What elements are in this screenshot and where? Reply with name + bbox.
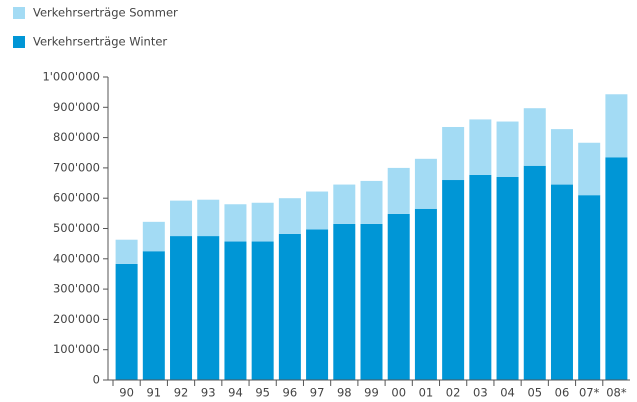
bar-segment <box>496 176 519 380</box>
bar-segment <box>414 158 437 209</box>
bar-segment <box>496 121 519 177</box>
legend-label: Verkehrserträge Sommer <box>33 6 178 20</box>
bar-segment <box>224 241 247 380</box>
x-tick-label: 94 <box>228 386 243 400</box>
bar-segment <box>550 184 573 380</box>
y-tick-label: 400'000 <box>53 251 100 265</box>
y-tick-label: 800'000 <box>53 130 100 144</box>
bar-segment <box>197 199 220 237</box>
x-tick-label: 98 <box>337 386 352 400</box>
bar-segment <box>523 165 546 380</box>
bar-segment <box>605 94 628 158</box>
bar-segment <box>414 208 437 380</box>
bar-segment <box>442 180 465 380</box>
bar-segment <box>469 119 492 175</box>
x-tick-label: 91 <box>146 386 161 400</box>
bar-segment <box>605 157 628 380</box>
x-tick-label: 99 <box>364 386 379 400</box>
bar-segment <box>387 167 410 214</box>
bar-segment <box>197 236 220 380</box>
bar-segment <box>142 221 165 252</box>
y-tick-label: 700'000 <box>53 160 100 174</box>
x-tick-label: 07* <box>579 386 600 400</box>
bar-segment <box>170 200 193 237</box>
x-tick-label: 93 <box>201 386 216 400</box>
bar-segment <box>578 142 601 196</box>
x-tick-label: 08* <box>606 386 627 400</box>
y-tick-label: 600'000 <box>53 191 100 205</box>
x-tick-label: 05 <box>527 386 542 400</box>
y-tick-label: 500'000 <box>53 221 100 235</box>
x-tick-label: 01 <box>419 386 434 400</box>
bar-segment <box>550 129 573 185</box>
bar-segment <box>306 229 329 380</box>
bar-segment <box>578 195 601 380</box>
legend-label: Verkehrserträge Winter <box>33 35 167 49</box>
y-tick-label: 900'000 <box>53 100 100 114</box>
legend-swatch <box>13 7 25 19</box>
bar-segment <box>251 241 274 380</box>
bar-segment <box>115 239 138 264</box>
legend-swatch <box>13 36 25 48</box>
bar-segment <box>278 233 301 380</box>
bar-segment <box>278 198 301 234</box>
y-tick-label: 300'000 <box>53 282 100 296</box>
x-tick-label: 00 <box>391 386 406 400</box>
x-tick-label: 96 <box>283 386 298 400</box>
y-tick-label: 0 <box>93 373 100 387</box>
bar-segment <box>442 126 465 181</box>
x-tick-label: 90 <box>119 386 134 400</box>
y-tick-label: 1'000'000 <box>42 70 100 84</box>
x-tick-label: 03 <box>473 386 488 400</box>
bar-segment <box>360 180 383 224</box>
x-tick-label: 02 <box>446 386 461 400</box>
bar-segment <box>170 236 193 380</box>
bar-segment <box>523 108 546 166</box>
bar-segment <box>306 191 329 230</box>
bar-segment <box>333 223 356 380</box>
bar-segment <box>224 204 247 242</box>
y-tick-label: 200'000 <box>53 312 100 326</box>
bar-segment <box>142 251 165 380</box>
x-tick-label: 92 <box>174 386 189 400</box>
x-tick-label: 06 <box>555 386 570 400</box>
x-tick-label: 97 <box>310 386 325 400</box>
bar-segment <box>115 263 138 380</box>
bar-segment <box>387 213 410 380</box>
y-tick-label: 100'000 <box>53 342 100 356</box>
x-tick-label: 04 <box>500 386 515 400</box>
bar-segment <box>333 184 356 224</box>
bar-segment <box>251 202 274 242</box>
x-tick-label: 95 <box>255 386 270 400</box>
bar-segment <box>469 174 492 380</box>
bar-segment <box>360 223 383 380</box>
